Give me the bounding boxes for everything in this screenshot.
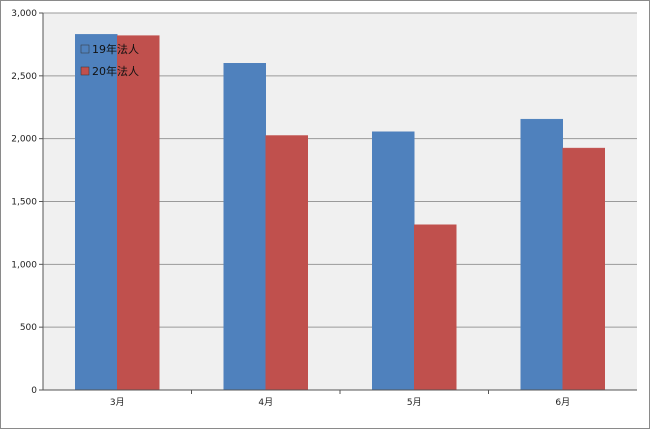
y-tick-label: 1,000 [11, 260, 37, 270]
bar-1-3 [372, 131, 415, 391]
y-tick-label: 500 [20, 323, 37, 333]
bar-2-2 [265, 135, 308, 391]
y-tick-label: 1,500 [11, 198, 37, 208]
y-tick-label: 2,500 [11, 72, 37, 82]
x-tick-label: 5月 [407, 397, 422, 408]
bar-2-4 [562, 147, 605, 391]
y-tick-label: 0 [31, 386, 37, 396]
bar-1-4 [520, 118, 563, 391]
y-axis: 0 500 1,000 1,500 2,000 2,500 3,000 [11, 9, 43, 396]
bar-2-3 [414, 224, 457, 391]
y-tick-label: 2,000 [11, 135, 37, 145]
legend-label: 20年法人 [92, 64, 139, 78]
bar-1-2 [223, 63, 266, 391]
legend-swatch [80, 44, 90, 54]
x-tick-label: 6月 [555, 397, 570, 408]
legend: 19年法人 20年法人 [80, 42, 139, 78]
x-axis: 3月 4月 5月 6月 [110, 390, 570, 408]
axis-lines [42, 13, 637, 391]
bar-1-1 [75, 34, 118, 391]
legend-swatch [80, 66, 90, 76]
legend-label: 19年法人 [92, 42, 139, 56]
bar-2-1 [117, 35, 160, 391]
bars [75, 34, 605, 391]
y-tick-label: 3,000 [11, 9, 37, 19]
x-tick-label: 4月 [258, 397, 273, 408]
x-tick-label: 3月 [110, 397, 125, 408]
